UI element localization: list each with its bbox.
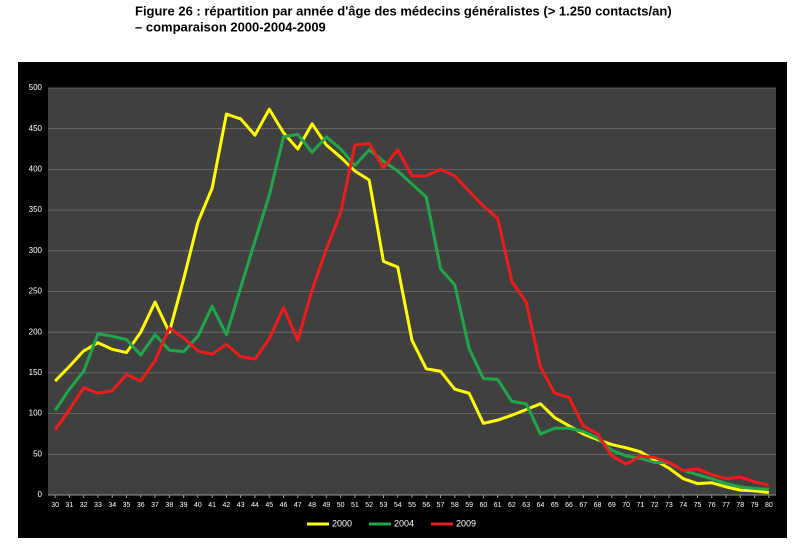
x-tick-label: 76 [708, 502, 716, 509]
x-tick-label: 74 [679, 502, 687, 509]
y-tick-label: 300 [29, 246, 43, 255]
y-tick-label: 250 [29, 287, 43, 296]
chart-subtitle: – comparaison 2000-2004-2009 [135, 19, 326, 34]
x-tick-label: 60 [479, 502, 487, 509]
legend-label: 2000 [332, 518, 352, 528]
x-tick-label: 62 [508, 502, 516, 509]
y-tick-label: 400 [29, 165, 43, 174]
y-tick-label: 500 [29, 83, 43, 92]
x-tick-label: 78 [736, 502, 744, 509]
x-tick-label: 30 [51, 502, 59, 509]
x-tick-label: 39 [180, 502, 188, 509]
x-tick-label: 46 [280, 502, 288, 509]
x-tick-label: 79 [751, 502, 759, 509]
x-tick-label: 37 [151, 502, 159, 509]
x-tick-label: 45 [265, 502, 273, 509]
x-tick-label: 75 [694, 502, 702, 509]
x-tick-label: 53 [380, 502, 388, 509]
x-tick-label: 58 [451, 502, 459, 509]
x-tick-label: 52 [365, 502, 373, 509]
x-tick-label: 34 [108, 502, 116, 509]
x-tick-label: 32 [80, 502, 88, 509]
y-tick-label: 50 [33, 449, 42, 458]
x-tick-label: 41 [208, 502, 216, 509]
x-tick-label: 49 [322, 502, 330, 509]
x-tick-label: 33 [94, 502, 102, 509]
y-tick-label: 350 [29, 205, 43, 214]
x-tick-label: 55 [408, 502, 416, 509]
x-tick-label: 71 [636, 502, 644, 509]
x-tick-label: 59 [465, 502, 473, 509]
x-tick-label: 69 [608, 502, 616, 509]
x-tick-label: 67 [579, 502, 587, 509]
x-tick-label: 40 [194, 502, 202, 509]
chart-title: Figure 26 : répartition par année d'âge … [135, 3, 672, 18]
x-tick-label: 47 [294, 502, 302, 509]
x-tick-label: 73 [665, 502, 673, 509]
series-line [53, 132, 769, 491]
x-tick-label: 51 [351, 502, 359, 509]
x-tick-label: 38 [165, 502, 173, 509]
x-tick-label: 50 [337, 502, 345, 509]
x-tick-label: 54 [394, 502, 402, 509]
x-tick-label: 48 [308, 502, 316, 509]
x-tick-label: 80 [765, 502, 773, 509]
x-tick-label: 57 [437, 502, 445, 509]
x-tick-label: 66 [565, 502, 573, 509]
y-tick-label: 0 [38, 490, 43, 499]
x-tick-label: 68 [594, 502, 602, 509]
x-tick-label: 31 [66, 502, 74, 509]
y-tick-label: 150 [29, 368, 43, 377]
x-tick-label: 44 [251, 502, 259, 509]
legend-label: 2004 [394, 518, 414, 528]
x-tick-label: 77 [722, 502, 730, 509]
x-tick-label: 35 [123, 502, 131, 509]
x-tick-label: 36 [137, 502, 145, 509]
x-tick-label: 61 [494, 502, 502, 509]
y-tick-label: 100 [29, 409, 43, 418]
x-tick-label: 43 [237, 502, 245, 509]
x-tick-label: 63 [522, 502, 530, 509]
series-line [53, 141, 770, 487]
x-tick-label: 72 [651, 502, 659, 509]
y-tick-label: 200 [29, 327, 43, 336]
y-tick-label: 450 [29, 124, 43, 133]
legend-label: 2009 [456, 518, 476, 528]
x-tick-label: 64 [537, 502, 545, 509]
x-tick-label: 70 [622, 502, 630, 509]
x-tick-label: 56 [422, 502, 430, 509]
x-tick-label: 65 [551, 502, 559, 509]
x-tick-label: 42 [223, 502, 231, 509]
